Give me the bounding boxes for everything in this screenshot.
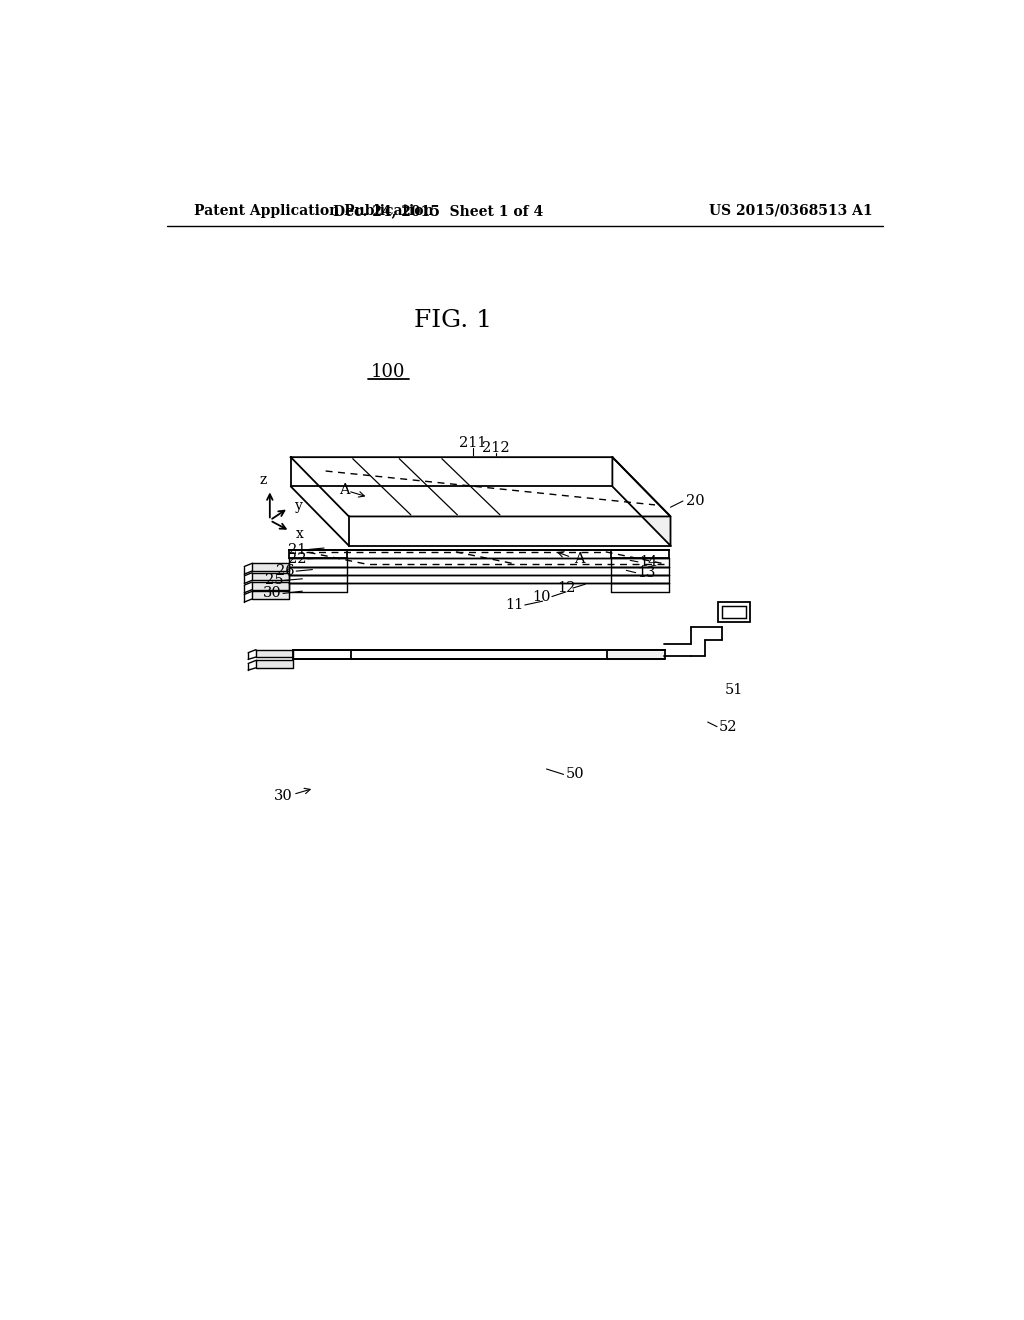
Text: Dec. 24, 2015  Sheet 1 of 4: Dec. 24, 2015 Sheet 1 of 4 [333, 203, 543, 218]
Text: x: x [295, 527, 303, 541]
Polygon shape [256, 649, 293, 657]
Polygon shape [256, 660, 293, 668]
Text: US 2015/0368513 A1: US 2015/0368513 A1 [710, 203, 872, 218]
Text: A: A [340, 483, 350, 496]
Polygon shape [291, 457, 671, 516]
Text: 30: 30 [263, 586, 282, 601]
Text: 100: 100 [371, 363, 404, 381]
FancyBboxPatch shape [718, 602, 751, 622]
Text: 26: 26 [276, 564, 295, 578]
Polygon shape [607, 649, 665, 659]
Text: 30: 30 [273, 789, 292, 803]
Text: 11: 11 [505, 598, 523, 612]
Text: 25: 25 [264, 573, 283, 587]
Text: 22: 22 [288, 552, 306, 566]
Text: 211: 211 [459, 437, 486, 450]
Text: A: A [573, 552, 585, 566]
Text: 21: 21 [288, 543, 306, 557]
Text: 12: 12 [558, 581, 575, 595]
Text: z: z [260, 474, 267, 487]
Text: 13: 13 [637, 566, 655, 579]
Text: 51: 51 [725, 682, 743, 697]
Polygon shape [612, 457, 671, 545]
Text: y: y [295, 499, 303, 513]
FancyBboxPatch shape [722, 606, 746, 618]
Text: 20: 20 [686, 494, 705, 508]
Polygon shape [252, 564, 289, 572]
Text: 14: 14 [640, 554, 657, 569]
Text: FIG. 1: FIG. 1 [415, 309, 493, 331]
Text: 10: 10 [531, 590, 550, 603]
Polygon shape [252, 573, 289, 581]
Text: Patent Application Publication: Patent Application Publication [194, 203, 433, 218]
Text: 212: 212 [482, 441, 510, 455]
Polygon shape [252, 582, 289, 590]
Polygon shape [252, 591, 289, 599]
Text: 50: 50 [566, 767, 585, 781]
Text: 52: 52 [719, 719, 737, 734]
